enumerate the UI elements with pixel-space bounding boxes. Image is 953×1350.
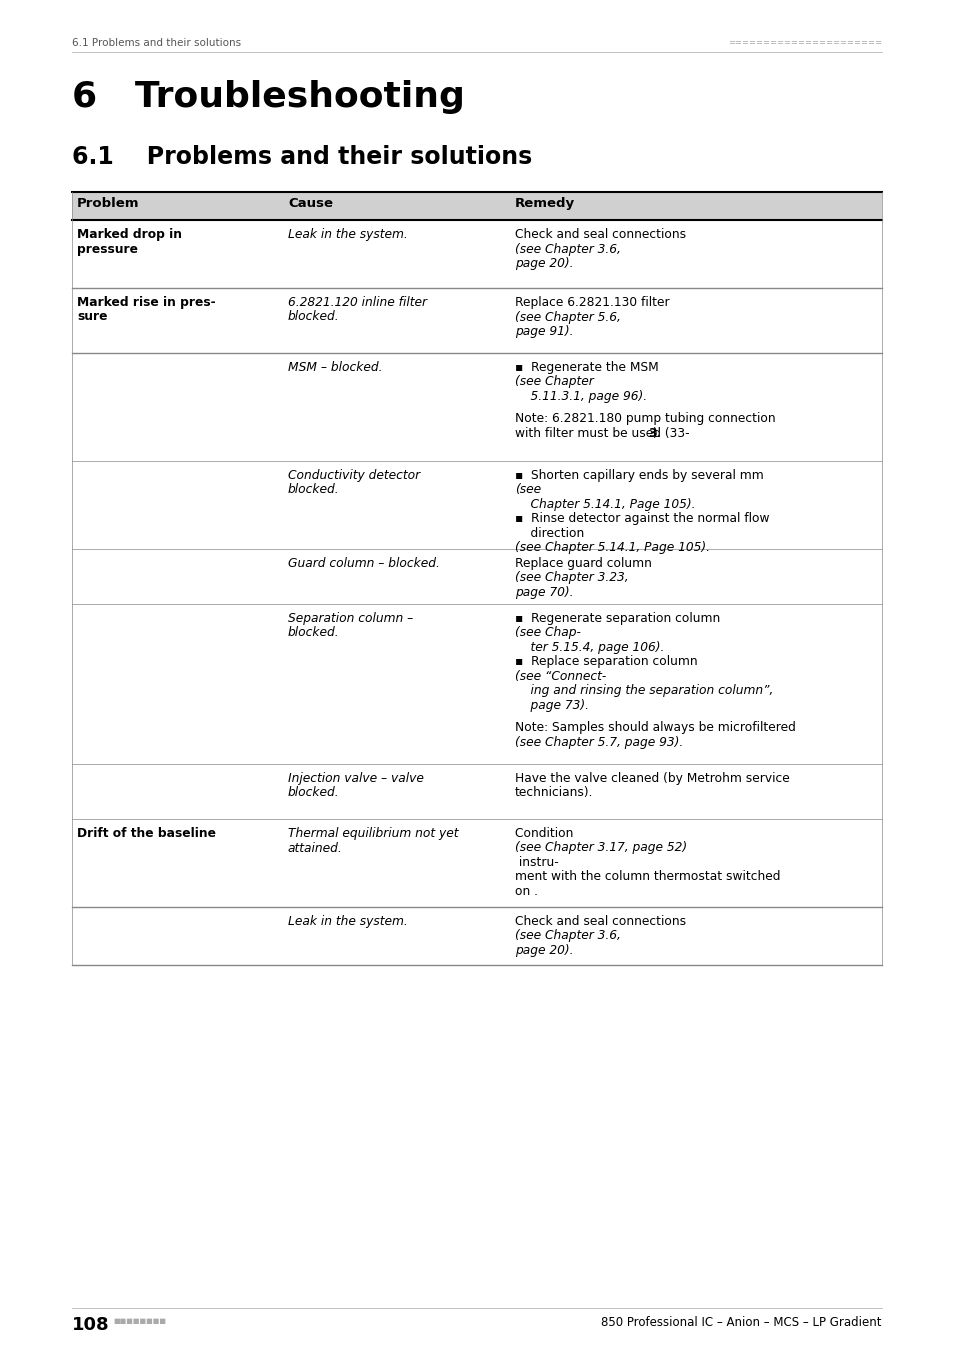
Text: page 20).: page 20).	[515, 944, 573, 957]
Text: with filter must be used (33-: with filter must be used (33-	[515, 427, 689, 440]
Text: Leak in the system.: Leak in the system.	[288, 915, 407, 927]
Text: blocked.: blocked.	[288, 626, 339, 640]
Text: (see Chapter 5.14.1, Page 105).: (see Chapter 5.14.1, Page 105).	[515, 541, 709, 555]
Text: Check and seal connections: Check and seal connections	[515, 915, 689, 927]
Text: Replace 6.2821.130 filter: Replace 6.2821.130 filter	[515, 296, 673, 309]
Bar	[71, 192, 882, 220]
Text: ter 5.15.4, page 106).: ter 5.15.4, page 106).	[515, 641, 663, 653]
Text: Remedy: Remedy	[515, 197, 575, 211]
Text: (see Chapter 3.23,: (see Chapter 3.23,	[515, 571, 628, 585]
Text: Guard column – blocked.: Guard column – blocked.	[288, 558, 439, 570]
Text: page 20).: page 20).	[515, 256, 573, 270]
Text: Note: Samples should always be microfiltered: Note: Samples should always be microfilt…	[515, 721, 795, 734]
Text: Note: 6.2821.180 pump tubing connection: Note: 6.2821.180 pump tubing connection	[515, 413, 775, 425]
Text: ▪  Shorten capillary ends by several mm: ▪ Shorten capillary ends by several mm	[515, 468, 767, 482]
Text: (see Chap-: (see Chap-	[515, 626, 580, 640]
Text: Problem: Problem	[77, 197, 139, 211]
Text: (see Chapter 5.6,: (see Chapter 5.6,	[515, 310, 620, 324]
Text: 6.1    Problems and their solutions: 6.1 Problems and their solutions	[71, 144, 532, 169]
Text: Marked rise in pres-: Marked rise in pres-	[77, 296, 215, 309]
Text: ).: ).	[652, 427, 660, 440]
Text: Separation column –: Separation column –	[288, 612, 413, 625]
Text: instru-: instru-	[515, 856, 558, 869]
Text: (see Chapter 3.17, page 52): (see Chapter 3.17, page 52)	[515, 841, 686, 855]
Text: Chapter 5.14.1, Page 105).: Chapter 5.14.1, Page 105).	[515, 498, 695, 512]
Text: 5.11.3.1, page 96).: 5.11.3.1, page 96).	[515, 390, 646, 404]
Text: direction: direction	[515, 526, 587, 540]
Text: Conductivity detector: Conductivity detector	[288, 468, 419, 482]
Text: Leak in the system.: Leak in the system.	[288, 228, 407, 242]
Text: ▪  Replace separation column: ▪ Replace separation column	[515, 656, 700, 668]
Text: blocked.: blocked.	[288, 787, 339, 799]
Text: ======================: ======================	[727, 38, 882, 47]
Text: ▪  Rinse detector against the normal flow: ▪ Rinse detector against the normal flow	[515, 513, 769, 525]
Text: Marked drop in: Marked drop in	[77, 228, 182, 242]
Text: sure: sure	[77, 310, 108, 324]
Text: ment with the column thermostat switched: ment with the column thermostat switched	[515, 871, 780, 883]
Text: pressure: pressure	[77, 243, 138, 255]
Text: 3: 3	[647, 427, 656, 440]
Text: ▪  Regenerate separation column: ▪ Regenerate separation column	[515, 612, 723, 625]
Text: 6.2821.120 inline filter: 6.2821.120 inline filter	[288, 296, 427, 309]
Text: page 91).: page 91).	[515, 325, 573, 338]
Text: Thermal equilibrium not yet: Thermal equilibrium not yet	[288, 828, 458, 840]
Text: attained.: attained.	[288, 841, 342, 855]
Text: ■■■■■■■■: ■■■■■■■■	[112, 1318, 166, 1324]
Text: 6   Troubleshooting: 6 Troubleshooting	[71, 80, 464, 113]
Text: (see Chapter 5.7, page 93).: (see Chapter 5.7, page 93).	[515, 736, 682, 749]
Text: Replace guard column: Replace guard column	[515, 558, 655, 570]
Text: Have the valve cleaned (by Metrohm service: Have the valve cleaned (by Metrohm servi…	[515, 772, 789, 784]
Text: (see Chapter: (see Chapter	[515, 375, 593, 389]
Text: (see “Connect-: (see “Connect-	[515, 670, 605, 683]
Text: Check and seal connections: Check and seal connections	[515, 228, 689, 242]
Text: (see: (see	[515, 483, 540, 497]
Text: page 70).: page 70).	[515, 586, 573, 599]
Text: (see Chapter 3.6,: (see Chapter 3.6,	[515, 930, 620, 942]
Text: 850 Professional IC – Anion – MCS – LP Gradient: 850 Professional IC – Anion – MCS – LP G…	[601, 1316, 882, 1328]
Text: page 73).: page 73).	[515, 699, 588, 711]
Text: MSM – blocked.: MSM – blocked.	[288, 360, 382, 374]
Text: Injection valve – valve: Injection valve – valve	[288, 772, 423, 784]
Text: Condition: Condition	[515, 828, 577, 840]
Text: Cause: Cause	[288, 197, 333, 211]
Text: ing and rinsing the separation column”,: ing and rinsing the separation column”,	[515, 684, 773, 698]
Text: ▪  Regenerate the MSM: ▪ Regenerate the MSM	[515, 360, 662, 374]
Text: Drift of the baseline: Drift of the baseline	[77, 828, 215, 840]
Text: 6.1 Problems and their solutions: 6.1 Problems and their solutions	[71, 38, 241, 49]
Text: blocked.: blocked.	[288, 310, 339, 324]
Text: technicians).: technicians).	[515, 787, 593, 799]
Text: on .: on .	[515, 886, 537, 898]
Text: blocked.: blocked.	[288, 483, 339, 497]
Text: 108: 108	[71, 1316, 110, 1334]
Text: (see Chapter 3.6,: (see Chapter 3.6,	[515, 243, 620, 255]
